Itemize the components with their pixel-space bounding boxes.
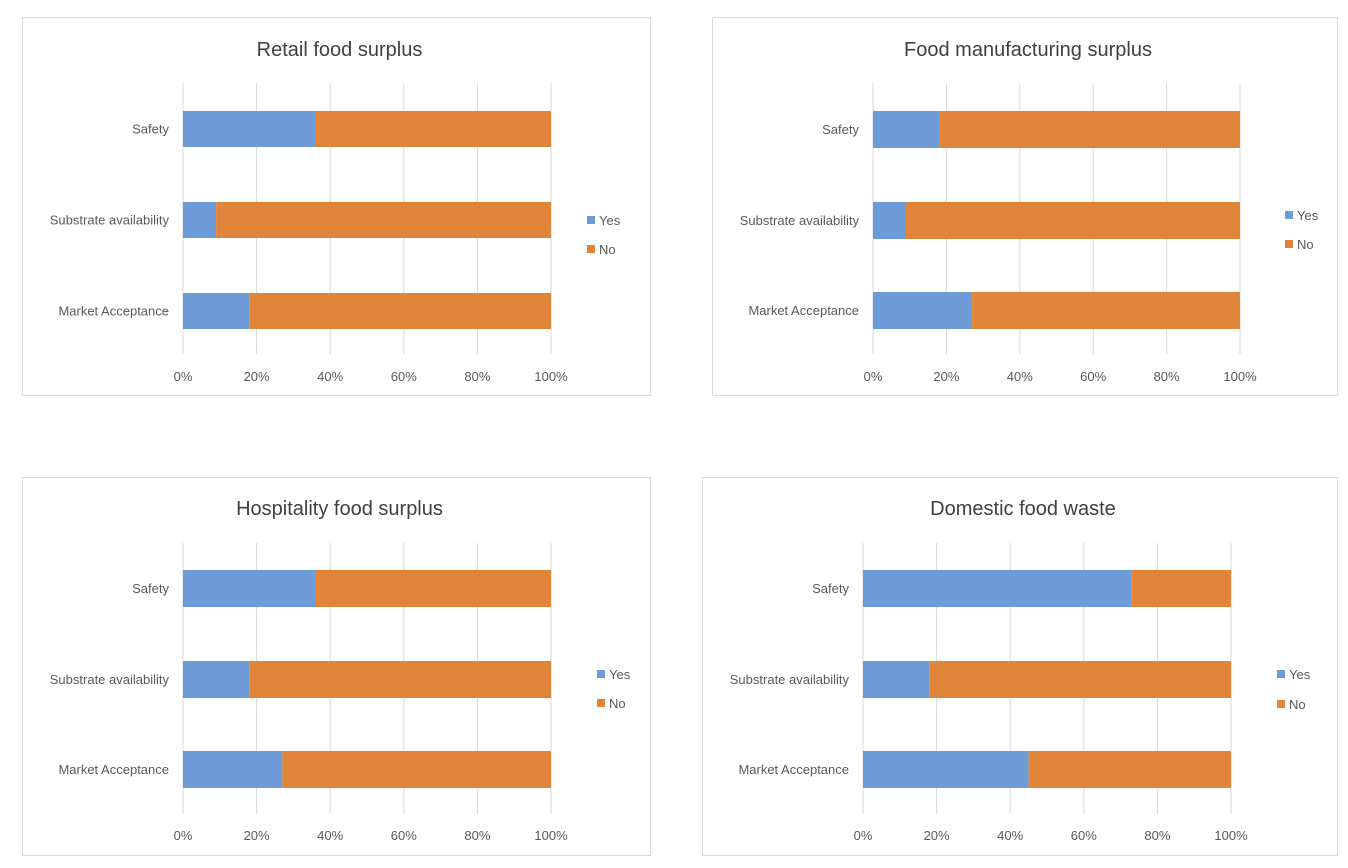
category-label: Market Acceptance [738,762,849,777]
category-label: Market Acceptance [748,303,859,318]
x-tick-label: 0% [174,828,193,843]
x-tick-label: 80% [464,828,490,843]
x-tick-label: 80% [464,369,490,384]
bar-no-market-acceptance [972,292,1240,329]
bar-no-substrate-availability [216,202,551,238]
x-tick-label: 40% [317,369,343,384]
x-tick-label: 40% [997,828,1023,843]
x-tick-label: 100% [534,369,568,384]
bar-no-substrate-availability [906,202,1240,239]
chart-retail-food-surplus: Retail food surplus 0% 20% 40% 60% 80% 100% Saf… [22,17,651,396]
x-tick-label: 60% [391,828,417,843]
x-tick-label: 60% [391,369,417,384]
bar-no-safety [1131,570,1231,607]
category-label: Substrate availability [730,672,850,687]
bar-yes-market-acceptance [873,292,973,329]
bar-no-substrate-availability [249,661,552,698]
x-tick-label: 40% [1007,369,1033,384]
x-tick-label: 20% [933,369,959,384]
category-label: Safety [132,581,169,596]
bar-no-market-acceptance [282,751,551,788]
legend-swatch-no [587,245,595,253]
x-tick-label: 40% [317,828,343,843]
bar-no-safety [939,111,1240,148]
bar-no-safety [315,111,551,147]
x-tick-label: 0% [864,369,883,384]
x-tick-label: 100% [1214,828,1248,843]
chart-hospitality-food-surplus: Hospitality food surplus 0% 20% 40% 60% 80% 10… [22,477,651,856]
bar-yes-market-acceptance [183,751,283,788]
legend-swatch-no [1285,240,1293,248]
category-label: Market Acceptance [58,304,169,319]
x-tick-label: 100% [534,828,568,843]
legend-label-yes: Yes [1297,208,1319,223]
legend-label-yes: Yes [1289,667,1311,682]
x-tick-label: 80% [1154,369,1180,384]
legend-label-yes: Yes [599,213,621,228]
x-tick-label: 0% [854,828,873,843]
bar-yes-safety [183,111,316,147]
category-label: Market Acceptance [58,762,169,777]
bar-yes-market-acceptance [863,751,1029,788]
category-label: Substrate availability [740,213,860,228]
x-tick-label: 20% [244,828,270,843]
bar-no-safety [315,570,551,607]
chart-title: Hospitality food surplus [236,498,443,520]
x-tick-label: 20% [924,828,950,843]
category-label: Substrate availability [50,672,170,687]
legend-swatch-no [597,699,605,707]
legend-swatch-yes [1285,211,1293,219]
legend-label-no: No [609,696,626,711]
legend-swatch-no [1277,700,1285,708]
x-tick-label: 80% [1144,828,1170,843]
category-label: Substrate availability [50,213,170,228]
bar-yes-safety [863,570,1132,607]
legend-swatch-yes [587,216,595,224]
bar-yes-substrate-availability [183,202,217,238]
chart-title: Domestic food waste [930,498,1116,520]
bar-yes-safety [183,570,316,607]
chart-title: Retail food surplus [257,39,423,61]
x-tick-label: 20% [244,369,270,384]
bar-yes-substrate-availability [863,661,930,698]
legend-label-no: No [1289,697,1306,712]
category-label: Safety [812,581,849,596]
x-tick-label: 0% [174,369,193,384]
bar-yes-safety [873,111,940,148]
legend-label-no: No [599,242,616,257]
chart-domestic-food-waste: Domestic food waste 0% 20% 40% 60% 80% 100% Saf… [702,477,1338,856]
category-label: Safety [132,122,169,137]
legend-swatch-yes [597,670,605,678]
bar-yes-substrate-availability [873,202,907,239]
bar-yes-market-acceptance [183,293,250,329]
chart-food-manufacturing-surplus: Food manufacturing surplus 0% 20% 40% 60% 80%… [712,17,1338,396]
x-tick-label: 60% [1071,828,1097,843]
legend-label-yes: Yes [609,667,631,682]
x-tick-label: 100% [1223,369,1257,384]
legend-swatch-yes [1277,670,1285,678]
category-label: Safety [822,122,859,137]
bar-no-market-acceptance [1028,751,1231,788]
bar-no-substrate-availability [929,661,1231,698]
x-tick-label: 60% [1080,369,1106,384]
chart-title: Food manufacturing surplus [904,39,1152,61]
bar-no-market-acceptance [249,293,552,329]
bar-yes-substrate-availability [183,661,250,698]
legend-label-no: No [1297,237,1314,252]
